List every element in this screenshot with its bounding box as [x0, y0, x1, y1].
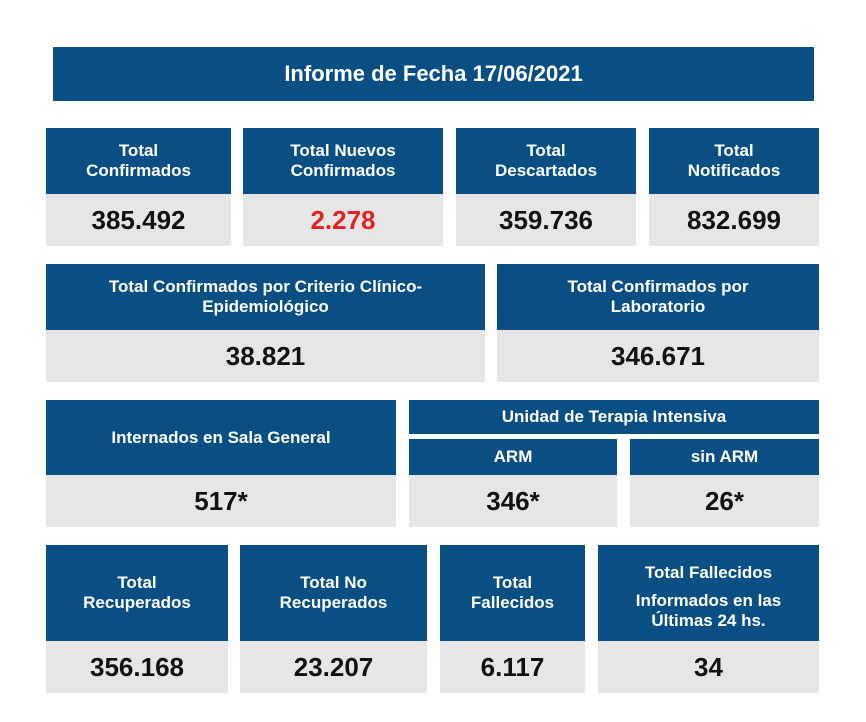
total-confirmados-header: Total Confirmados — [46, 128, 231, 194]
header-line: Laboratorio — [610, 297, 706, 316]
header-line: Epidemiológico — [202, 297, 329, 316]
total-nuevos-confirmados-header: Total Nuevos Confirmados — [243, 128, 443, 194]
criterio-clinico-header: Total Confirmados por Criterio Clínico- E… — [46, 264, 485, 330]
header-line: Total No — [300, 573, 367, 592]
sin-arm-header: sin ARM — [630, 439, 819, 475]
header-line: Confirmados — [290, 161, 396, 180]
header-line: Recuperados — [279, 593, 388, 612]
arm-value: 346* — [409, 475, 617, 527]
header-line: Confirmados — [86, 161, 191, 180]
total-notificados-header: Total Notificados — [649, 128, 819, 194]
header-line: Total — [118, 141, 159, 160]
fallecidos-24hs-value: 34 — [598, 641, 819, 693]
total-fallecidos-value: 6.117 — [440, 641, 585, 693]
criterio-clinico-value: 38.821 — [46, 330, 485, 382]
total-recuperados-header: Total Recuperados — [46, 545, 228, 641]
total-notificados-value: 832.699 — [649, 194, 819, 246]
laboratorio-value: 346.671 — [497, 330, 819, 382]
header-line: Total Fallecidos — [644, 563, 773, 582]
total-no-recuperados-header: Total No Recuperados — [240, 545, 427, 641]
total-nuevos-confirmados-value: 2.278 — [243, 194, 443, 246]
total-fallecidos-header: Total Fallecidos — [440, 545, 585, 641]
header-line: Total — [714, 141, 754, 160]
total-confirmados-value: 385.492 — [46, 194, 231, 246]
total-no-recuperados-value: 23.207 — [240, 641, 427, 693]
laboratorio-header: Total Confirmados por Laboratorio — [497, 264, 819, 330]
arm-header: ARM — [409, 439, 617, 475]
header-line: Total — [526, 141, 566, 160]
total-recuperados-value: 356.168 — [46, 641, 228, 693]
header-line: Total Confirmados por Criterio Clínico- — [108, 277, 423, 296]
header-line: Recuperados — [83, 593, 191, 612]
internados-value: 517* — [46, 475, 396, 527]
fallecidos-24hs-header: Total Fallecidos Informados en las Últim… — [598, 545, 819, 641]
header-line: Total — [117, 573, 157, 592]
header-line: Total Confirmados por — [567, 277, 749, 296]
internados-header: Internados en Sala General — [46, 400, 396, 475]
header-line: Notificados — [687, 161, 781, 180]
header-line: Informados en las — [635, 591, 782, 610]
total-descartados-value: 359.736 — [456, 194, 636, 246]
sin-arm-value: 26* — [630, 475, 819, 527]
uti-header: Unidad de Terapia Intensiva — [409, 400, 819, 434]
header-line: Total — [492, 573, 533, 592]
header-line: Descartados — [494, 161, 598, 180]
header-line: Últimas 24 hs. — [651, 611, 766, 630]
header-line: Fallecidos — [470, 593, 555, 612]
header-line: Internados en Sala General — [111, 427, 331, 447]
report-title: Informe de Fecha 17/06/2021 — [53, 47, 814, 101]
header-line: Total Nuevos — [290, 141, 396, 160]
total-descartados-header: Total Descartados — [456, 128, 636, 194]
